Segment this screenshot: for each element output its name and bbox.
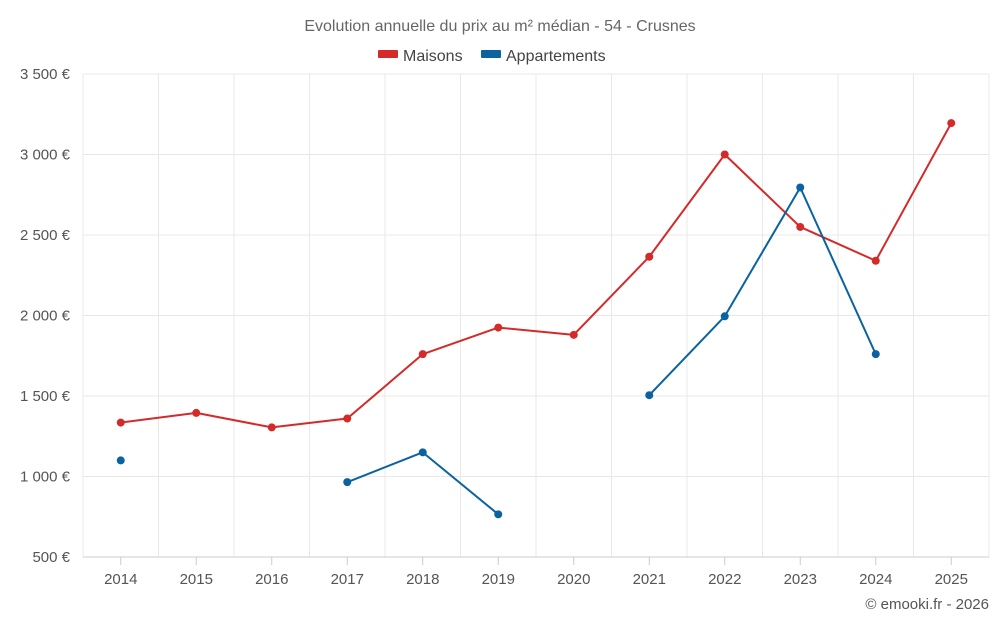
x-tick-label: 2020 xyxy=(557,571,590,588)
credit-text: © emooki.fr - 2026 xyxy=(865,596,989,613)
data-point-maisons-2020[interactable] xyxy=(569,330,578,339)
x-tick-label: 2025 xyxy=(935,571,968,588)
y-tick-label: 1 500 € xyxy=(20,388,71,405)
legend-swatch-appartements xyxy=(481,50,501,58)
x-tick-label: 2021 xyxy=(633,571,666,588)
x-tick-label: 2016 xyxy=(255,571,288,588)
data-point-maisons-2023[interactable] xyxy=(796,222,805,231)
y-tick-label: 1 000 € xyxy=(20,469,71,486)
data-point-maisons-2016[interactable] xyxy=(267,423,276,432)
legend: Maisons Appartements xyxy=(378,48,606,65)
legend-item-appartements[interactable]: Appartements xyxy=(481,48,606,65)
x-tick-label: 2023 xyxy=(784,571,817,588)
chart-title: Evolution annuelle du prix au m² médian … xyxy=(304,18,695,35)
data-point-maisons-2021[interactable] xyxy=(645,252,654,261)
data-point-appartements-2014[interactable] xyxy=(116,456,125,465)
y-tick-label: 500 € xyxy=(32,549,70,566)
series-line-appartements xyxy=(648,186,877,396)
series xyxy=(116,119,956,519)
data-point-appartements-2023[interactable] xyxy=(796,183,805,192)
series-appartements xyxy=(116,183,880,519)
data-point-maisons-2025[interactable] xyxy=(947,119,956,128)
x-tick-label: 2019 xyxy=(482,571,515,588)
legend-item-maisons[interactable]: Maisons xyxy=(378,48,463,65)
legend-swatch-maisons xyxy=(378,50,398,58)
series-line-appartements xyxy=(346,451,499,516)
data-point-appartements-2017[interactable] xyxy=(343,478,352,487)
data-point-maisons-2015[interactable] xyxy=(192,408,201,417)
x-tick-label: 2015 xyxy=(180,571,213,588)
y-tick-label: 3 500 € xyxy=(20,66,71,83)
data-point-maisons-2022[interactable] xyxy=(720,150,729,159)
data-point-appartements-2022[interactable] xyxy=(720,312,729,321)
data-point-maisons-2017[interactable] xyxy=(343,414,352,423)
y-tick-label: 2 000 € xyxy=(20,308,71,325)
data-point-appartements-2024[interactable] xyxy=(871,350,880,359)
data-point-appartements-2018[interactable] xyxy=(418,448,427,457)
x-tick-label: 2022 xyxy=(708,571,741,588)
legend-label-maisons: Maisons xyxy=(403,48,463,65)
data-point-appartements-2021[interactable] xyxy=(645,391,654,400)
y-tick-label: 3 000 € xyxy=(20,147,71,164)
data-point-appartements-2019[interactable] xyxy=(494,510,503,519)
data-point-maisons-2024[interactable] xyxy=(871,256,880,265)
series-line-maisons xyxy=(120,122,953,429)
data-point-maisons-2014[interactable] xyxy=(116,418,125,427)
x-tick-label: 2018 xyxy=(406,571,439,588)
grid xyxy=(82,73,990,557)
x-tick-label: 2024 xyxy=(859,571,892,588)
axes: 500 € 1 000 € 1 500 € 2 000 € 2 500 € 3 000 €… xyxy=(20,66,989,588)
data-point-maisons-2018[interactable] xyxy=(418,350,427,359)
y-tick-label: 2 500 € xyxy=(20,227,71,244)
data-point-maisons-2019[interactable] xyxy=(494,323,503,332)
series-maisons xyxy=(116,119,956,432)
x-tick-label: 2014 xyxy=(104,571,137,588)
x-tick-label: 2017 xyxy=(331,571,364,588)
legend-label-appartements: Appartements xyxy=(506,48,606,65)
